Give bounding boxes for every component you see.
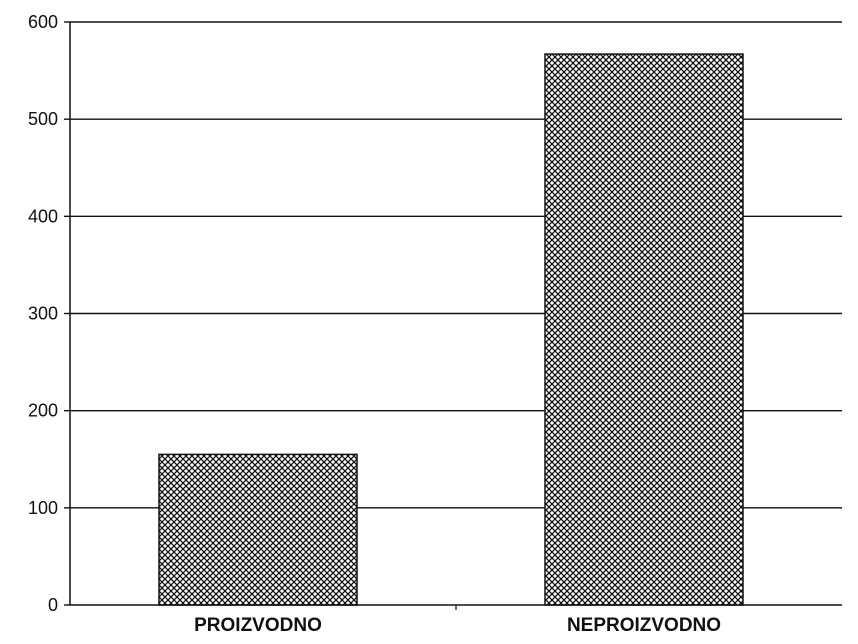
- x-tick-label: PROIZVODNO: [194, 615, 322, 636]
- bar-proizvodno: [159, 454, 357, 605]
- y-tick-label: 600: [28, 12, 58, 32]
- bar-neproizvodno: [545, 54, 743, 605]
- bars: [159, 54, 743, 605]
- y-tick-label: 100: [28, 498, 58, 518]
- y-tick-label: 0: [48, 595, 58, 615]
- y-tick-label: 300: [28, 304, 58, 324]
- y-tick-labels: 0 100 200 300 400 500 600: [28, 12, 58, 615]
- y-tick-label: 400: [28, 206, 58, 226]
- y-tick-label: 500: [28, 109, 58, 129]
- x-tick-label: NEPROIZVODNO: [567, 615, 721, 636]
- y-tick-label: 200: [28, 401, 58, 421]
- x-tick-labels: PROIZVODNO NEPROIZVODNO: [194, 615, 721, 636]
